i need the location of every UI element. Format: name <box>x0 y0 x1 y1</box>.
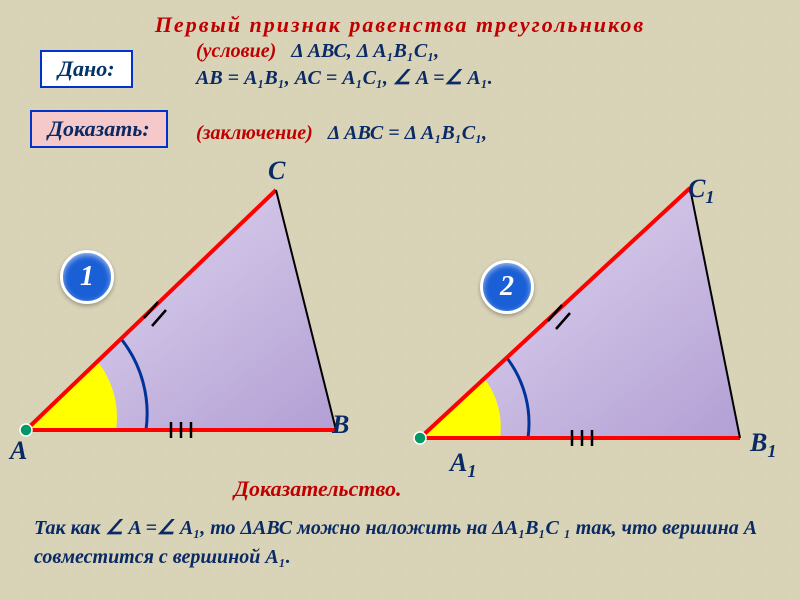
triangle-2-vertex-a-marker <box>414 432 426 444</box>
label-c1: С1 <box>688 174 714 208</box>
triangle-1 <box>6 170 366 460</box>
conclusion-text: Δ АВС = Δ А₁В₁С₁, <box>328 122 487 144</box>
proof-prose: Так как ∠ A =∠ А₁, то ΔАВС можно наложит… <box>34 514 766 572</box>
proof-title: Доказательство. <box>234 476 402 502</box>
condition-line-1: Δ АВС, Δ А₁В₁С₁, <box>291 40 439 62</box>
prove-box-label: Доказать: <box>48 116 150 141</box>
badge-2: 2 <box>480 260 534 314</box>
page-title: Первый признак равенства треугольников <box>0 0 800 38</box>
triangle-1-angle-fill <box>26 362 117 430</box>
triangle-2 <box>400 178 770 478</box>
condition-line-2: АВ = А₁В₁, АС = А₁С₁, ∠ A =∠ А₁. <box>196 67 493 89</box>
label-c: С <box>268 156 285 186</box>
given-box-label: Дано: <box>58 56 115 81</box>
condition-area: (условие) Δ АВС, Δ А₁В₁С₁, АВ = А₁В₁, АС… <box>196 38 493 92</box>
badge-1: 1 <box>60 250 114 304</box>
triangle-1-vertex-a-marker <box>20 424 32 436</box>
conclusion-label: (заключение) <box>196 122 313 144</box>
label-b: В <box>332 410 349 440</box>
badge-1-text: 1 <box>80 261 94 292</box>
label-a1: А1 <box>450 448 476 482</box>
label-a: А <box>10 436 27 466</box>
badge-2-text: 2 <box>500 271 514 302</box>
conclusion-area: (заключение) Δ АВС = Δ А₁В₁С₁, <box>196 120 487 147</box>
given-box: Дано: <box>40 50 133 88</box>
label-b1: В1 <box>750 428 776 462</box>
prove-box: Доказать: <box>30 110 168 148</box>
condition-label: (условие) <box>196 40 276 62</box>
